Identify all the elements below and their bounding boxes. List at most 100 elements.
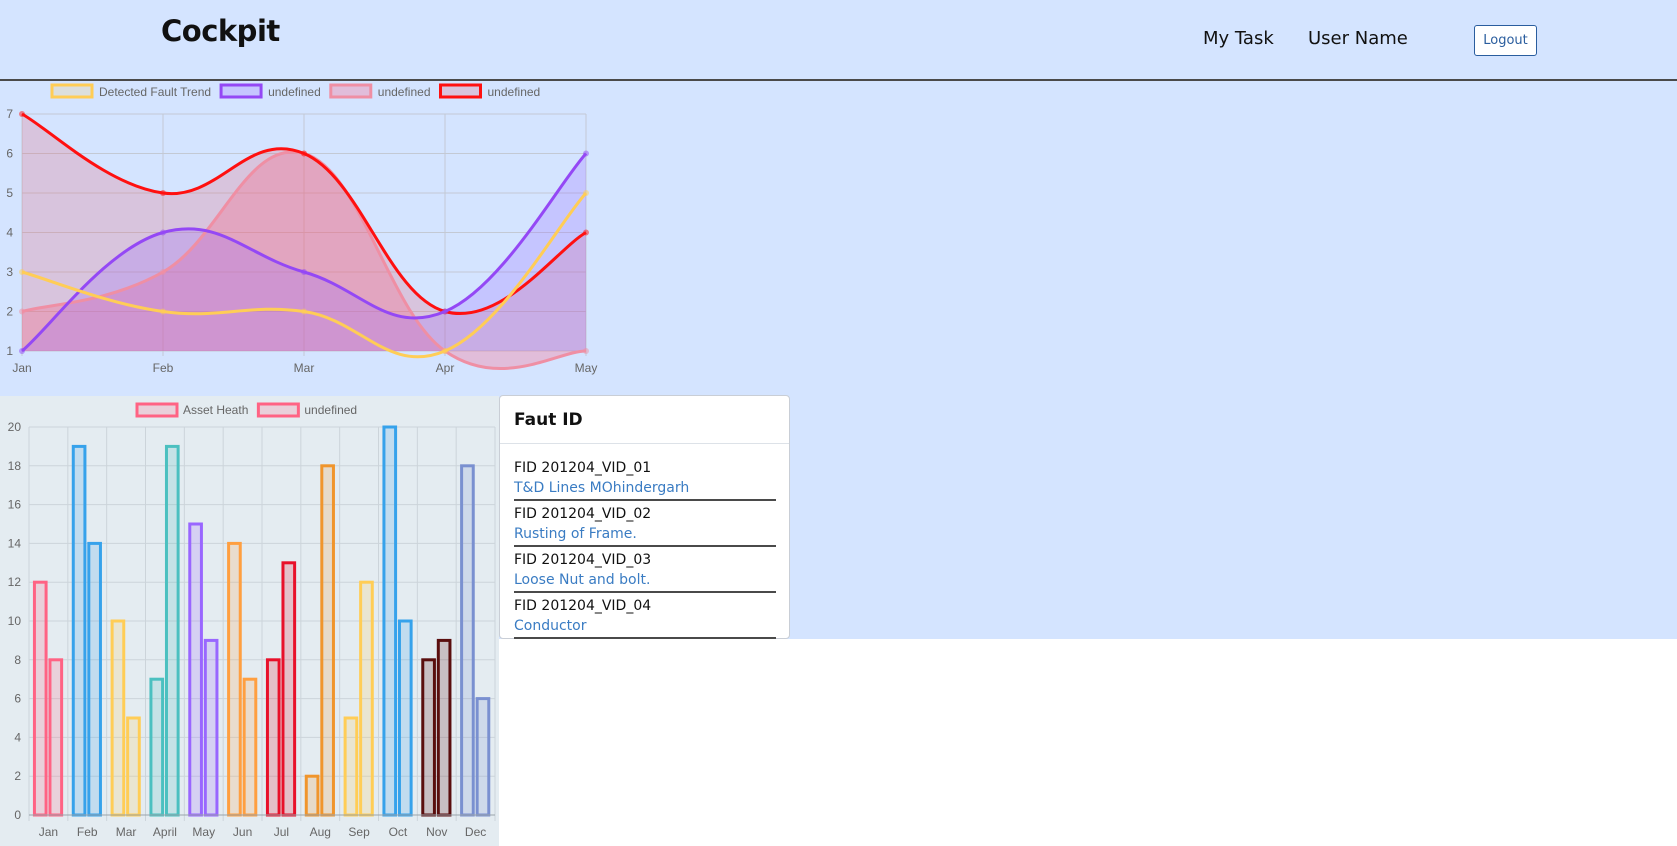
data-point (442, 308, 448, 315)
logout-button[interactable]: Logout (1474, 25, 1537, 56)
x-tick-label: Jan (39, 825, 58, 839)
legend-swatch (439, 83, 482, 99)
data-point (583, 348, 589, 354)
bar (149, 677, 165, 817)
fault-id: FID 201204_VID_01 (514, 460, 652, 476)
y-tick-label: 12 (8, 575, 22, 589)
legend-swatch (135, 402, 179, 418)
y-tick-label: 10 (8, 614, 22, 628)
bar (421, 658, 436, 817)
data-point (301, 269, 307, 275)
legend-swatch (50, 83, 94, 99)
legend-item[interactable]: Asset Heath (135, 402, 248, 418)
asset-health-bar-chart: 0 2 4 6 8 10 12 14 16 18 20 Jan Feb Mar April May Jun Jul… (8, 402, 496, 839)
x-tick-label: Sep (348, 825, 370, 839)
fault-description-link[interactable]: Loose Nut and bolt. (514, 572, 651, 588)
legend-item[interactable]: Detected Fault Trend (50, 83, 211, 99)
legend-item[interactable]: undefined (219, 83, 321, 99)
y-tick-label: 6 (14, 692, 21, 706)
x-tick-label: April (153, 825, 177, 839)
legend-label: Asset Heath (183, 403, 248, 417)
y-tick-label: 20 (8, 420, 22, 434)
y-tick-label: 3 (6, 265, 13, 279)
top-navbar: Cockpit My Task User Name Logout (0, 0, 1677, 81)
y-tick-label: 5 (6, 186, 13, 200)
fault-description-link[interactable]: Conductor (514, 618, 587, 634)
y-tick-label: 2 (6, 305, 13, 319)
x-tick-label: Jun (233, 825, 252, 839)
legend-swatch (256, 402, 300, 418)
data-point (301, 150, 307, 157)
fault-description-link[interactable]: Rusting of Frame. (514, 526, 637, 542)
brand-title[interactable]: Cockpit (161, 14, 280, 48)
nav-user-name[interactable]: User Name (1308, 28, 1408, 49)
x-tick-label: Oct (389, 825, 408, 839)
fault-card-title: Faut ID (500, 396, 789, 444)
bar (281, 561, 297, 817)
data-point (583, 229, 589, 236)
legend-item[interactable]: undefined (256, 402, 357, 418)
x-tick-label: May (575, 361, 598, 375)
x-tick-label: Dec (465, 825, 486, 839)
bar (304, 774, 320, 817)
fault-list-item: FID 201204_VID_04 Conductor (514, 596, 776, 639)
legend-swatch (329, 83, 373, 99)
bar (87, 541, 102, 817)
fault-trend-line-chart: 1 2 3 4 5 6 7 Jan Feb Mar Apr May Detected Fault Tre… (6, 83, 598, 375)
y-tick-label: 18 (8, 459, 22, 473)
series-line (21, 112, 587, 315)
asset-health-panel: 0 2 4 6 8 10 12 14 16 18 20 Jan Feb Mar April May Jun Jul… (0, 396, 499, 846)
y-tick-label: 14 (8, 536, 22, 550)
data-point (301, 308, 307, 315)
y-tick-label: 4 (14, 730, 21, 744)
data-point (19, 269, 25, 275)
legend-label: Detected Fault Trend (99, 85, 211, 99)
bar (265, 658, 281, 817)
legend-label: undefined (488, 85, 541, 99)
bar (164, 444, 180, 817)
x-tick-label: Feb (77, 825, 98, 839)
x-tick-label: Mar (294, 361, 315, 375)
fault-id-card: Faut ID FID 201204_VID_01 T&D Lines MOhi… (499, 395, 790, 639)
legend-item[interactable]: undefined (329, 83, 431, 99)
x-tick-label: Feb (153, 361, 174, 375)
bar (343, 716, 359, 817)
legend-label: undefined (304, 403, 357, 417)
bar (460, 464, 475, 817)
data-point (160, 190, 166, 196)
bar (382, 425, 398, 817)
bar (436, 638, 452, 817)
data-point (442, 348, 448, 354)
bar (359, 580, 374, 817)
x-tick-label: Apr (436, 361, 455, 375)
nav-my-task[interactable]: My Task (1203, 28, 1274, 49)
y-tick-label: 2 (14, 769, 21, 783)
legend-swatch (219, 83, 263, 99)
bar (110, 619, 126, 817)
bar (188, 522, 203, 817)
fault-list-item: FID 201204_VID_03 Loose Nut and bolt. (514, 550, 776, 593)
y-tick-label: 8 (14, 653, 21, 667)
x-tick-label: Mar (116, 825, 137, 839)
data-point (160, 269, 166, 275)
bar (397, 619, 413, 817)
bar (227, 541, 242, 817)
legend-label: undefined (378, 85, 431, 99)
fault-description-link[interactable]: T&D Lines MOhindergarh (514, 480, 690, 496)
bar (320, 464, 335, 817)
x-tick-label: Nov (426, 825, 447, 839)
data-point (583, 190, 589, 196)
x-tick-label: Jul (274, 825, 289, 839)
y-tick-label: 6 (6, 147, 13, 161)
fault-list-item: FID 201204_VID_02 Rusting of Frame. (514, 504, 776, 547)
x-tick-label: Jan (12, 361, 31, 375)
data-point (19, 348, 25, 354)
data-point (583, 150, 589, 157)
y-tick-label: 1 (6, 344, 13, 358)
data-point (19, 308, 25, 315)
data-point (160, 308, 166, 315)
series-area-fill (22, 153, 586, 351)
bar (242, 677, 258, 817)
legend-item[interactable]: undefined (439, 83, 541, 99)
fault-id: FID 201204_VID_04 (514, 598, 652, 614)
